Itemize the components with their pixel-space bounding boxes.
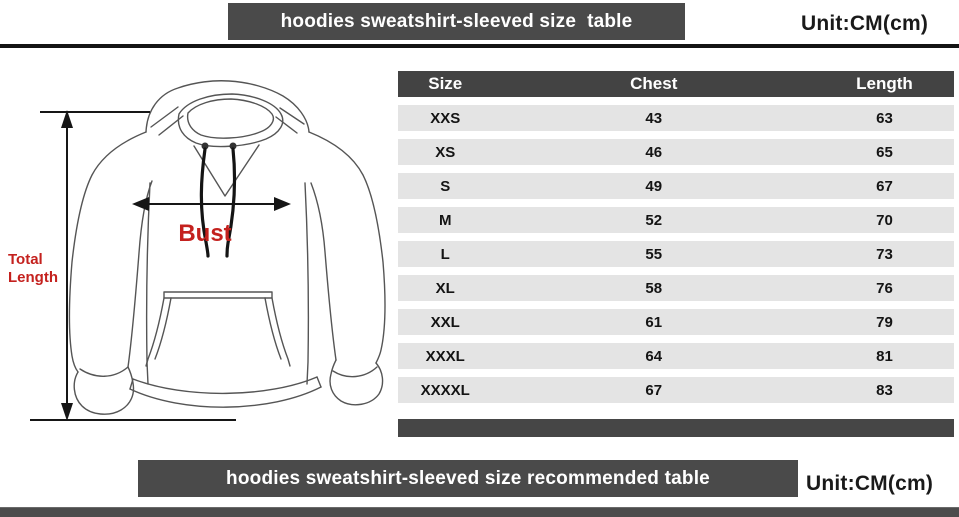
table-footer-bar (398, 419, 954, 437)
table-row-m: M 52 70 (398, 207, 954, 233)
cell-length: 73 (876, 245, 893, 263)
cell-size: XS (435, 143, 456, 161)
top-unit-label: Unit:CM(cm) (801, 12, 929, 35)
cell-chest: 43 (645, 109, 663, 127)
cell-chest: 46 (645, 143, 663, 161)
cell-chest: 49 (645, 177, 663, 195)
bottom-divider-bar (0, 507, 959, 517)
cell-length: 76 (876, 279, 893, 297)
cell-length: 70 (876, 211, 893, 229)
cell-length: 83 (876, 381, 893, 399)
size-table: Size Chest Length XXS 43 63 XS 46 65 S 4… (398, 71, 954, 437)
col-header-size: Size (428, 74, 463, 93)
cell-chest: 58 (645, 279, 663, 297)
bottom-title-bar: hoodies sweatshirt-sleeved size recommen… (138, 460, 798, 497)
cell-length: 79 (876, 313, 893, 331)
table-row-xxxl: XXXL 64 81 (398, 343, 954, 369)
table-row-xxxxl: XXXXL 67 83 (398, 377, 954, 403)
table-row-xxs: XXS 43 63 (398, 105, 954, 131)
cell-chest: 67 (645, 381, 663, 399)
total-length-arrow (30, 110, 236, 421)
cell-length: 65 (876, 143, 893, 161)
bust-arrow (132, 197, 291, 211)
bust-label: Bust (178, 220, 231, 247)
cell-chest: 52 (645, 211, 663, 229)
cell-size: L (440, 245, 450, 263)
table-header-row: Size Chest Length (398, 71, 954, 97)
bottom-title: hoodies sweatshirt-sleeved size recommen… (226, 467, 710, 489)
top-title: hoodies sweatshirt-sleeved size table (280, 10, 633, 32)
divider-rule (0, 44, 959, 48)
table-row-xxl: XXL 61 79 (398, 309, 954, 335)
cell-size: M (439, 211, 452, 229)
total-length-label-line2: Length (8, 269, 58, 286)
bottom-unit-label: Unit:CM(cm) (806, 472, 934, 495)
hoodie-measurement-diagram: Bust Total Length (8, 80, 386, 421)
col-header-length: Length (856, 74, 913, 93)
cell-size: XXXL (425, 347, 465, 365)
cell-length: 81 (876, 347, 893, 365)
cell-size: XXXXL (420, 381, 470, 399)
hoodie-drawing (68, 80, 386, 415)
col-header-chest: Chest (630, 74, 678, 93)
table-row-xl: XL 58 76 (398, 275, 954, 301)
table-row-xs: XS 46 65 (398, 139, 954, 165)
table-row-l: L 55 73 (398, 241, 954, 267)
table-row-s: S 49 67 (398, 173, 954, 199)
cell-size: XXL (430, 313, 460, 331)
cell-length: 67 (876, 177, 893, 195)
cell-size: XXS (430, 109, 461, 127)
cell-chest: 64 (645, 347, 663, 365)
total-length-label-line1: Total (8, 251, 43, 268)
top-title-bar: hoodies sweatshirt-sleeved size table (228, 3, 685, 40)
cell-chest: 55 (645, 245, 663, 263)
cell-size: XL (435, 279, 455, 297)
cell-size: S (440, 177, 451, 195)
cell-chest: 61 (645, 313, 663, 331)
cell-length: 63 (876, 109, 893, 127)
